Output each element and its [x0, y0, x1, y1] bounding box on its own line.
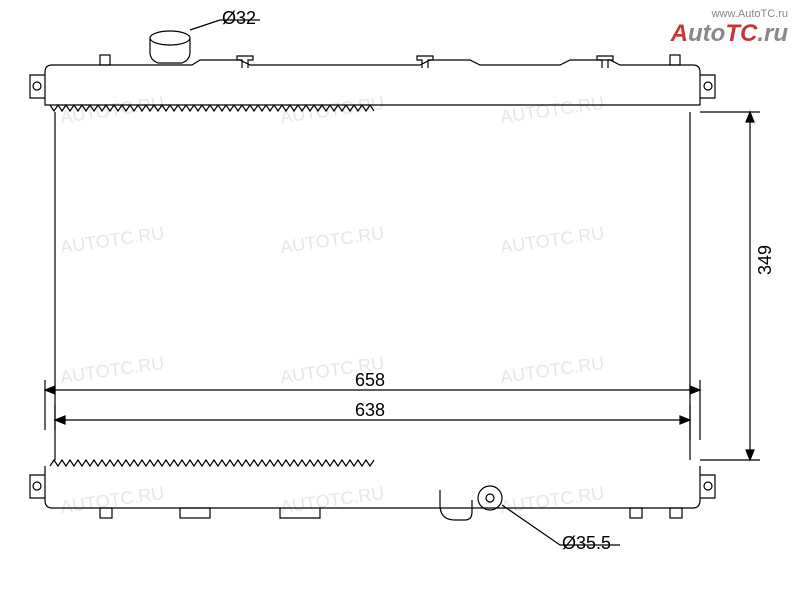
logo-part: TC	[725, 20, 757, 47]
diagram-canvas: AUTOTC.RU AUTOTC.RU AUTOTC.RU AUTOTC.RU …	[0, 0, 800, 600]
dim-outer-width: 658	[355, 370, 385, 391]
brand-url: www.AutoTC.ru	[671, 8, 788, 20]
logo-part: A	[671, 20, 688, 47]
brand-logo: www.AutoTC.ru AutoTC.ru	[671, 8, 788, 48]
logo-part: .ru	[757, 20, 788, 47]
dim-inner-width: 638	[355, 400, 385, 421]
radiator-drawing	[0, 0, 800, 600]
dim-height: 349	[755, 245, 776, 275]
logo-part: uto	[688, 20, 725, 47]
dim-outlet-diameter: Ø35.5	[562, 533, 611, 554]
dim-inlet-diameter: Ø32	[222, 8, 256, 29]
